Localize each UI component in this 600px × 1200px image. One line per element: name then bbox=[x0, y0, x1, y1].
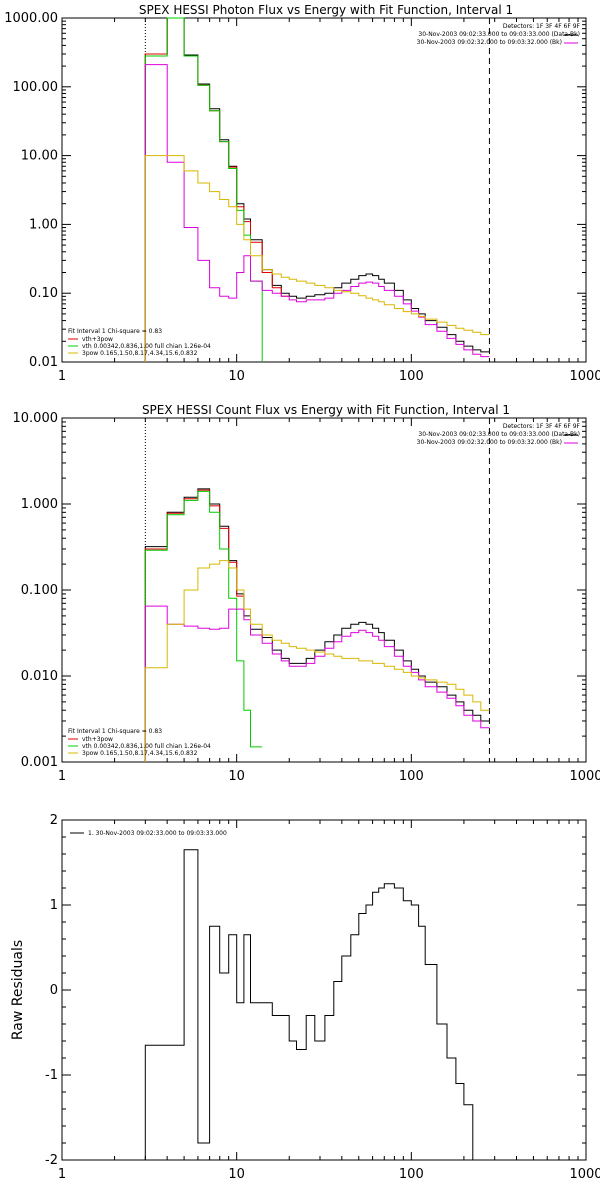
series-line-background bbox=[144, 64, 490, 362]
fit-info: Fit Interval 1 Chi-square = 0.83 bbox=[68, 728, 162, 735]
y-tick-label: 0.01 bbox=[29, 355, 58, 370]
residuals-chart: Raw Residuals 1 10 100 1000 -2 -1 0 1 2 1. 30-No… bbox=[10, 813, 600, 1182]
series-line-data bbox=[144, 849, 490, 1161]
y-tick-label: 0.10 bbox=[29, 286, 58, 301]
legend-label: vth 0.00342,0.836,1.00 full chian 1.26e-… bbox=[82, 743, 211, 750]
y-tick-label: -1 bbox=[45, 1068, 58, 1083]
count-flux-chart: SPEX HESSI Count Flux vs Energy with Fit… bbox=[13, 403, 600, 784]
series-line-thermal bbox=[144, 17, 263, 362]
y-tick-label: -2 bbox=[45, 1153, 58, 1168]
legend: 1. 30-Nov-2003 09:02:33.000 to 09:03:33.… bbox=[70, 830, 227, 837]
fit-info: Fit Interval 1 Chi-square = 0.83 bbox=[68, 328, 162, 335]
series-group bbox=[144, 17, 490, 362]
series-line-background bbox=[144, 605, 490, 762]
legend-label: 3pow 0.165,1.50,8.17,4.34,15.6,0.832 bbox=[82, 350, 198, 357]
y-tick-label: 1000.00 bbox=[4, 11, 58, 26]
header-line: 30-Nov-2003 09:02:32.000 to 09:03:32.000… bbox=[417, 39, 562, 46]
series-line-data bbox=[144, 488, 490, 762]
plot-frame bbox=[61, 17, 587, 363]
x-tick-label: 1 bbox=[58, 769, 66, 784]
x-tick-label: 10 bbox=[228, 1167, 245, 1182]
chart-title: SPEX HESSI Count Flux vs Energy with Fit… bbox=[142, 403, 510, 417]
y-axis-label: Raw Residuals bbox=[10, 940, 26, 1040]
x-tick-label: 10 bbox=[228, 769, 245, 784]
x-tick-label: 1000 bbox=[569, 769, 600, 784]
reference-lines bbox=[144, 18, 490, 362]
y-tick-label: 0 bbox=[50, 983, 58, 998]
x-tick-label: 1 bbox=[58, 369, 66, 384]
series-line-data bbox=[144, 17, 490, 362]
header-line: Detectors: 1F 3F 4F 6F 9F bbox=[503, 23, 581, 30]
header-block: Detectors: 1F 3F 4F 6F 9F 30-Nov-2003 09… bbox=[417, 423, 581, 446]
x-tick-label: 100 bbox=[399, 369, 424, 384]
x-tick-label: 10 bbox=[228, 369, 245, 384]
axes: 1 10 100 1000 0.01 0.10 1.00 10.00 100.00 1000.00 bbox=[4, 11, 600, 384]
y-tick-label: 2 bbox=[50, 813, 58, 828]
fit-legend: Fit Interval 1 Chi-square = 0.83 vth+3po… bbox=[68, 728, 211, 757]
y-tick-label: 0.001 bbox=[21, 755, 58, 770]
legend-label: vth 0.00342,0.836,1.00 full chian 1.26e-… bbox=[82, 343, 211, 350]
y-tick-label: 0.010 bbox=[21, 669, 58, 684]
plot-frame bbox=[61, 417, 587, 763]
legend-label: 1. 30-Nov-2003 09:02:33.000 to 09:03:33.… bbox=[88, 830, 227, 837]
axes: 1 10 100 1000 -2 -1 0 1 2 bbox=[45, 813, 600, 1182]
y-tick-label: 0.100 bbox=[21, 583, 58, 598]
x-tick-label: 100 bbox=[399, 1167, 424, 1182]
x-tick-label: 1000 bbox=[569, 369, 600, 384]
axes: 1 10 100 1000 0.001 0.010 0.100 1.000 10.000 bbox=[13, 411, 600, 784]
photon-flux-chart: SPEX HESSI Photon Flux vs Energy with Fi… bbox=[4, 3, 600, 384]
y-tick-label: 10.00 bbox=[21, 149, 58, 164]
x-tick-label: 100 bbox=[399, 769, 424, 784]
series-line-power-law bbox=[144, 155, 490, 362]
series-group bbox=[144, 849, 490, 1161]
series-line-thermal bbox=[144, 490, 263, 762]
y-tick-label: 10.000 bbox=[13, 411, 59, 426]
plot-frame bbox=[61, 819, 587, 1161]
fit-legend: Fit Interval 1 Chi-square = 0.83 vth+3po… bbox=[68, 328, 211, 357]
y-tick-label: 100.00 bbox=[13, 80, 59, 95]
legend-label: vth+3pow bbox=[82, 336, 113, 343]
series-line-power-law bbox=[144, 560, 490, 762]
header-line: Detectors: 1F 3F 4F 6F 9F bbox=[503, 423, 581, 430]
y-tick-label: 1.000 bbox=[21, 497, 58, 512]
chart-title: SPEX HESSI Photon Flux vs Energy with Fi… bbox=[139, 3, 513, 17]
legend-label: vth+3pow bbox=[82, 736, 113, 743]
header-line: 30-Nov-2003 09:02:32.000 to 09:03:32.000… bbox=[417, 439, 562, 446]
y-tick-label: 1 bbox=[50, 898, 58, 913]
legend-label: 3pow 0.165,1.50,8.17,4.34,15.6,0.832 bbox=[82, 750, 198, 757]
series-group bbox=[144, 488, 490, 762]
header-line: 30-Nov-2003 09:02:33.000 to 09:03:33.000… bbox=[418, 431, 580, 438]
y-tick-label: 1.00 bbox=[29, 217, 58, 232]
header-line: 30-Nov-2003 09:02:33.000 to 09:03:33.000… bbox=[418, 31, 580, 38]
x-tick-label: 1 bbox=[58, 1167, 66, 1182]
header-block: Detectors: 1F 3F 4F 6F 9F 30-Nov-2003 09… bbox=[417, 23, 581, 46]
x-tick-label: 1000 bbox=[569, 1167, 600, 1182]
